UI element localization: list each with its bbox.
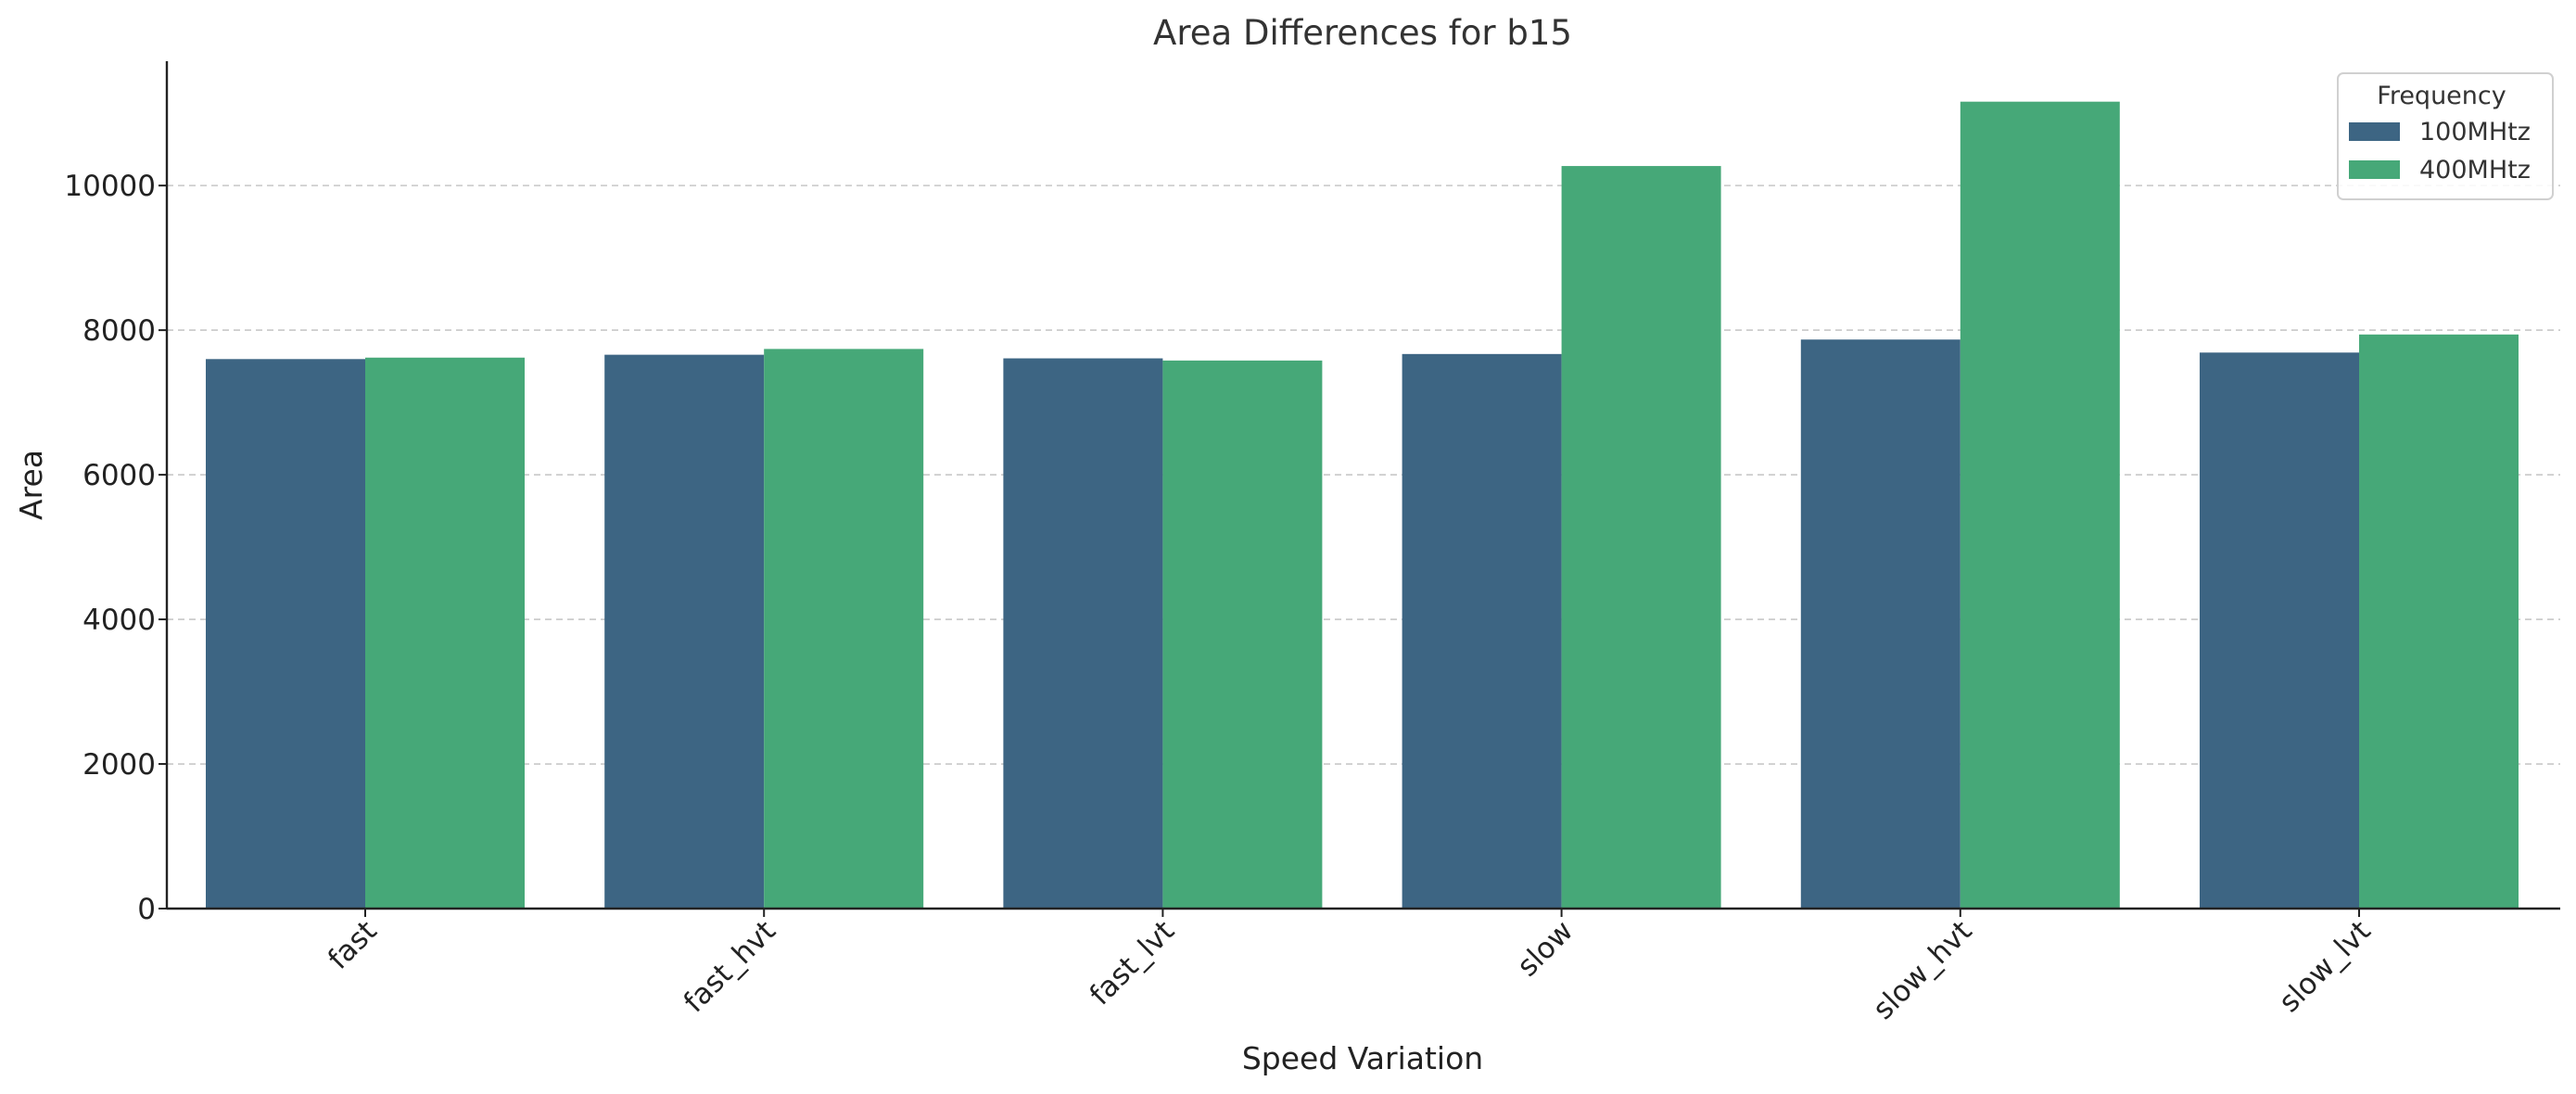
- x-tick-label-fast_lvt: fast_lvt: [1084, 914, 1181, 1011]
- bar-slow_hvt-100MHtz: [1800, 339, 1961, 909]
- bar-slow_lvt-100MHtz: [2200, 352, 2359, 909]
- legend-label-100MHtz: 100MHtz: [2419, 118, 2531, 146]
- grid-lines: [167, 184, 2560, 765]
- bar-fast-100MHtz: [206, 359, 365, 910]
- x-tick-label-slow_lvt: slow_lvt: [2273, 914, 2378, 1019]
- legend-swatch-400MHtz: [2349, 160, 2400, 179]
- x-axis-label: Speed Variation: [1242, 1040, 1483, 1076]
- x-axis-ticks: fast fast_hvt fast_lvt slow slow_hvt slow_lvt: [322, 909, 2378, 1026]
- y-tick-label: 0: [137, 893, 156, 926]
- legend-swatch-100MHtz: [2349, 122, 2400, 141]
- legend-title: Frequency: [2377, 82, 2506, 110]
- bar-fast_hvt-400MHtz: [764, 349, 924, 910]
- chart-title: Area Differences for b15: [1153, 13, 1572, 53]
- x-tick-label-fast_hvt: fast_hvt: [678, 914, 782, 1019]
- bar-fast_hvt-100MHtz: [604, 354, 765, 909]
- bar-slow-400MHtz: [1561, 166, 1721, 909]
- legend-label-400MHtz: 400MHtz: [2419, 156, 2531, 184]
- bars: [206, 101, 2519, 910]
- legend: Frequency 100MHtz 400MHtz: [2337, 72, 2554, 200]
- y-tick-label: 2000: [82, 748, 156, 782]
- bar-slow_lvt-400MHtz: [2359, 334, 2519, 909]
- bar-fast_lvt-400MHtz: [1162, 360, 1323, 909]
- x-tick-label-fast: fast: [322, 914, 384, 976]
- legend-items: 100MHtz 400MHtz: [2349, 118, 2531, 184]
- y-tick-label: 4000: [82, 604, 156, 637]
- bar-fast_lvt-100MHtz: [1003, 358, 1163, 909]
- bar-slow_hvt-400MHtz: [1960, 101, 2120, 909]
- y-tick-label: 8000: [82, 314, 156, 348]
- y-tick-label: 10000: [64, 170, 156, 203]
- x-tick-label-slow_hvt: slow_hvt: [1867, 914, 1979, 1026]
- bar-fast-400MHtz: [365, 357, 525, 909]
- y-axis-ticks: 0 2000 4000 6000 8000 10000: [64, 170, 167, 926]
- bar-slow-100MHtz: [1402, 353, 1562, 909]
- y-axis-label: Area: [13, 450, 49, 520]
- y-tick-label: 6000: [82, 459, 156, 492]
- x-tick-label-slow: slow: [1511, 914, 1580, 983]
